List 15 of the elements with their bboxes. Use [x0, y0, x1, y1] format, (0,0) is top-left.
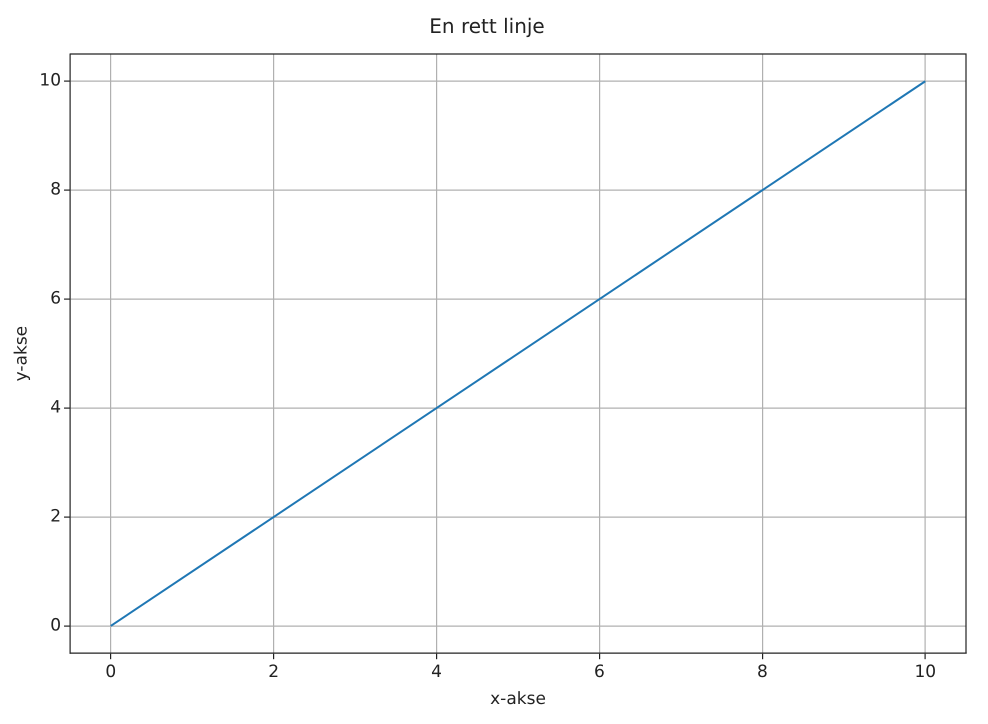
- x-tick-label: 4: [431, 662, 442, 682]
- x-axis-title: x-akse: [490, 689, 546, 710]
- y-tick-label: 8: [50, 180, 62, 200]
- y-tick-label: 2: [50, 506, 62, 526]
- x-tick-label: 2: [268, 662, 280, 682]
- x-tick-label: 10: [914, 662, 936, 682]
- x-tick-label: 6: [594, 662, 605, 682]
- y-tick-label: 0: [50, 615, 62, 636]
- y-axis-title: y-akse: [12, 326, 32, 382]
- chart-title: En rett linje: [429, 14, 545, 38]
- y-tick-label: 6: [50, 288, 62, 309]
- x-tick-label: 0: [105, 662, 116, 682]
- y-tick-label: 4: [50, 397, 62, 418]
- y-tick-label: 10: [39, 70, 62, 91]
- x-tick-label: 8: [756, 662, 768, 682]
